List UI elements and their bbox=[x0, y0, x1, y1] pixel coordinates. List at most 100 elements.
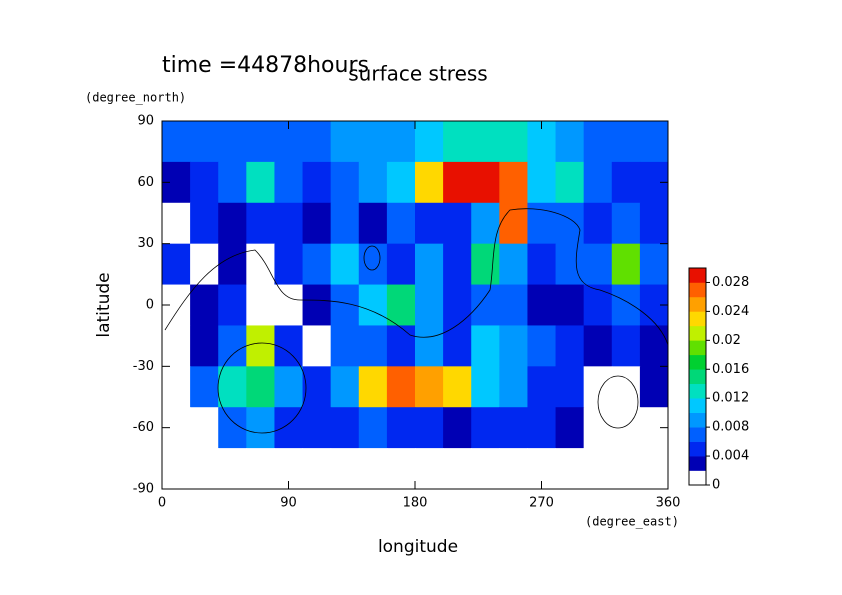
field-cell bbox=[302, 121, 332, 163]
field-cell bbox=[611, 121, 641, 163]
field-cell bbox=[499, 407, 528, 449]
field-cell bbox=[358, 284, 388, 326]
y-tick-label: -60 bbox=[133, 420, 154, 435]
field-cell bbox=[302, 366, 332, 408]
field-cell bbox=[639, 366, 669, 408]
crater bbox=[597, 375, 639, 429]
field-cell bbox=[583, 284, 613, 326]
field-cell bbox=[190, 121, 219, 163]
field-cell bbox=[415, 366, 444, 408]
colorbar-segment bbox=[689, 340, 706, 356]
field-cell bbox=[471, 121, 500, 163]
field-cell bbox=[555, 366, 585, 408]
field-cell bbox=[415, 202, 444, 245]
field-cell bbox=[527, 407, 557, 449]
x-tick-label: 0 bbox=[158, 496, 166, 511]
y-tick-label: 0 bbox=[146, 298, 154, 313]
colorbar-segment bbox=[689, 296, 706, 312]
colorbar-segment bbox=[689, 470, 706, 486]
field-cell bbox=[274, 243, 304, 286]
field-cell bbox=[415, 325, 444, 367]
coastline bbox=[164, 208, 669, 346]
field-cell bbox=[246, 243, 275, 286]
field-cell bbox=[415, 448, 444, 490]
colorbar-segment bbox=[689, 268, 706, 283]
colorbar-segment bbox=[689, 282, 706, 298]
field-cell bbox=[218, 407, 247, 449]
colorbar-tick-label: 0.024 bbox=[712, 304, 749, 319]
field-cell bbox=[471, 407, 500, 449]
field-cell bbox=[611, 243, 641, 286]
field-cell bbox=[162, 202, 191, 245]
field-cell bbox=[583, 448, 613, 490]
field-cell bbox=[471, 448, 500, 490]
field-cell bbox=[611, 366, 641, 408]
field-cell bbox=[611, 161, 641, 204]
field-cell bbox=[330, 325, 360, 367]
field-cell bbox=[499, 366, 528, 408]
field-cell bbox=[386, 121, 416, 163]
field-cell bbox=[583, 121, 613, 163]
field-cell bbox=[583, 407, 613, 449]
colorbar-segment bbox=[689, 456, 706, 471]
field-cell bbox=[611, 448, 641, 490]
field-cell bbox=[555, 121, 585, 163]
y-tick-label: -30 bbox=[133, 359, 154, 374]
field-cell bbox=[302, 284, 332, 326]
field-cell bbox=[639, 202, 669, 245]
field-cell bbox=[386, 161, 416, 204]
field-cell bbox=[190, 284, 219, 326]
plot-frame bbox=[161, 120, 669, 490]
field-cell bbox=[358, 325, 388, 367]
field-cell bbox=[499, 243, 528, 286]
field-cell bbox=[527, 161, 557, 204]
x-tick-label: 360 bbox=[656, 496, 681, 511]
field-cell bbox=[639, 448, 669, 490]
field-cell bbox=[415, 243, 444, 286]
field bbox=[162, 121, 669, 490]
field-cell bbox=[386, 243, 416, 286]
field-cell bbox=[639, 325, 669, 367]
field-cell bbox=[162, 366, 191, 408]
field-cell bbox=[218, 448, 247, 490]
field-cell bbox=[499, 448, 528, 490]
field-cell bbox=[471, 366, 500, 408]
field-cell bbox=[443, 202, 472, 245]
colorbar-frame bbox=[688, 267, 707, 486]
field-cell bbox=[358, 202, 388, 245]
field-cell bbox=[358, 121, 388, 163]
field-cell bbox=[443, 448, 472, 490]
field-cell bbox=[527, 243, 557, 286]
field-cell bbox=[386, 284, 416, 326]
field-cell bbox=[386, 448, 416, 490]
field-cell bbox=[302, 325, 332, 367]
field-cell bbox=[555, 202, 585, 245]
field-cell bbox=[639, 121, 669, 163]
field-cell bbox=[246, 121, 275, 163]
field-cell bbox=[527, 366, 557, 408]
colorbar-tick-label: 0.012 bbox=[712, 391, 749, 406]
field-cell bbox=[386, 202, 416, 245]
field-cell bbox=[302, 243, 332, 286]
field-cell bbox=[302, 448, 332, 490]
y-axis-label: latitude bbox=[94, 272, 114, 337]
colorbar-segment bbox=[689, 354, 706, 370]
colorbar-tick-label: 0.02 bbox=[712, 333, 741, 348]
field-cell bbox=[443, 325, 472, 367]
field-cell bbox=[246, 448, 275, 490]
field-cell bbox=[499, 325, 528, 367]
field-cell bbox=[246, 161, 275, 204]
field-cell bbox=[386, 407, 416, 449]
field-cell bbox=[302, 161, 332, 204]
field-cell bbox=[274, 366, 304, 408]
field-cell bbox=[190, 243, 219, 286]
field-cell bbox=[555, 407, 585, 449]
field-cell bbox=[415, 284, 444, 326]
y-tick-label: 60 bbox=[137, 175, 154, 190]
field-cell bbox=[443, 121, 472, 163]
field-cell bbox=[443, 284, 472, 326]
field-cell bbox=[218, 325, 247, 367]
field-cell bbox=[583, 325, 613, 367]
field-cell bbox=[583, 202, 613, 245]
field-cell bbox=[246, 202, 275, 245]
